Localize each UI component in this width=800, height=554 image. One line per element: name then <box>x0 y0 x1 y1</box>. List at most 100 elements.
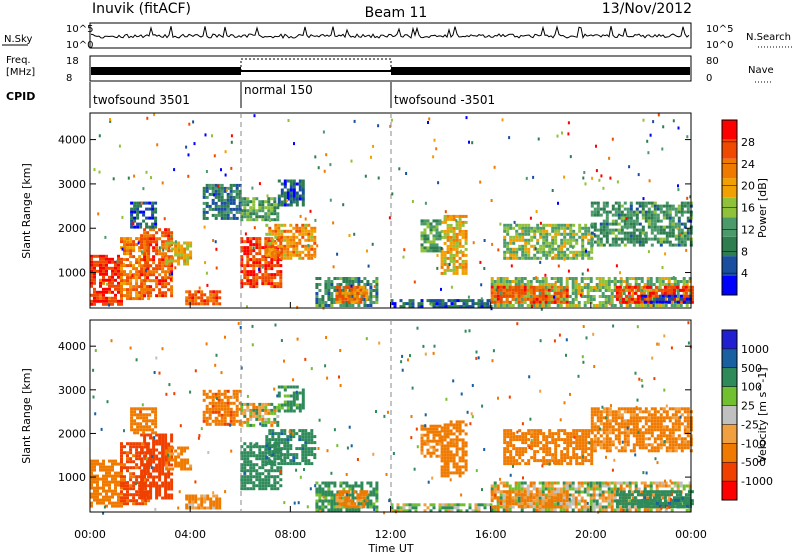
velocity-region-7 <box>265 429 317 466</box>
power-region-7 <box>265 223 317 260</box>
velocity-colorbar-label-1: 500 <box>741 362 762 375</box>
velocity-y-ticks: 1000 2000 3000 4000 <box>58 340 691 484</box>
velocity-region-20 <box>590 407 693 453</box>
power-ytick-label-1: 2000 <box>58 222 86 235</box>
power-colorbar-label-1: 24 <box>741 158 755 171</box>
power-region-5 <box>130 201 158 229</box>
nave-tick-top: 80 <box>706 56 719 67</box>
noise-panel: N.Sky 10^5 10^0 10^5 10^0 N.Search <box>2 22 792 51</box>
velocity-region-12 <box>335 490 369 509</box>
power-region-15 <box>420 219 442 253</box>
velocity-colorbar-cell-4 <box>722 405 737 425</box>
velocity-region-14 <box>440 420 468 478</box>
velocity-region-21 <box>640 498 692 508</box>
nave-tick-bottom: 0 <box>706 73 712 84</box>
power-ytick-label-3: 4000 <box>58 134 86 147</box>
velocity-region-9 <box>277 385 305 413</box>
velocity-region-0 <box>90 459 123 508</box>
power-panel: 1000 2000 3000 4000 Slant Range [km] <box>20 112 694 311</box>
velocity-data-regions <box>90 321 694 515</box>
power-colorbar-cell-7 <box>722 139 737 159</box>
velocity-region-3 <box>165 446 193 471</box>
velocity-x-ticks: 00:00 04:00 08:00 12:00 16:00 20:00 00:00 <box>74 302 707 541</box>
freq-tick-bottom: 8 <box>66 73 72 84</box>
freq-panel: Freq. [MHz] 18 8 80 0 Nave <box>6 55 774 84</box>
power-colorbar-label-2: 20 <box>741 180 755 193</box>
power-colorbar-label: Power [dB] <box>756 178 769 238</box>
noise-left-label: N.Sky <box>4 34 32 45</box>
beam-title: Beam 11 <box>365 5 428 21</box>
xtick-label-1: 04:00 <box>174 528 206 541</box>
noise-sky-line <box>90 24 690 39</box>
power-region-12 <box>335 285 369 304</box>
xtick-label-0: 00:00 <box>74 528 106 541</box>
power-colorbar: Power [dB] 28 24 20 16 12 8 4 <box>721 119 769 296</box>
power-colorbar-cell-1 <box>722 256 737 276</box>
velocity-ytick-label-2: 3000 <box>58 384 86 397</box>
power-colorbar-cell-0 <box>722 275 737 295</box>
nave-label: Nave <box>748 65 774 76</box>
velocity-ytick-label-0: 1000 <box>58 471 86 484</box>
power-colorbar-label-0: 28 <box>741 136 755 149</box>
date-title: 13/Nov/2012 <box>602 1 692 17</box>
velocity-region-19 <box>503 429 594 466</box>
xtick-label-3: 12:00 <box>375 528 407 541</box>
nave-dotted-box <box>240 58 392 72</box>
velocity-region-10 <box>202 389 242 426</box>
power-ytick-label-2: 3000 <box>58 178 86 191</box>
power-colorbar-label-4: 12 <box>741 223 755 236</box>
power-region-13 <box>390 299 493 309</box>
power-y-ticks: 1000 2000 3000 4000 <box>58 134 691 280</box>
velocity-region-5 <box>130 407 158 435</box>
velocity-colorbar-label: Velocity [m s^-1] <box>756 367 769 462</box>
velocity-region-17 <box>490 490 569 509</box>
power-ytick-label-0: 1000 <box>58 267 86 280</box>
velocity-region-8 <box>240 402 280 427</box>
velocity-ytick-label-1: 2000 <box>58 427 86 440</box>
noise-left-tick-bottom: 10^0 <box>66 40 93 51</box>
station-title: Inuvik (fitACF) <box>92 1 191 17</box>
freq-panel-frame <box>89 55 692 82</box>
cpid-segment-2: normal 150 <box>244 83 313 97</box>
power-region-9 <box>277 179 305 207</box>
power-region-19 <box>503 223 594 260</box>
power-colorbar-label-5: 8 <box>741 245 748 258</box>
power-region-6 <box>240 237 283 289</box>
xtick-label-4: 16:00 <box>475 528 507 541</box>
noise-panel-frame <box>89 22 692 49</box>
velocity-colorbar-label-2: 100 <box>741 381 762 394</box>
power-colorbar-cell-5 <box>722 178 737 198</box>
cpid-panel: CPID twofsound 3501 normal 150 twofsound… <box>6 82 495 108</box>
velocity-ytick-label-3: 4000 <box>58 340 86 353</box>
cpid-segment-3: twofsound -3501 <box>394 93 495 107</box>
velocity-region-15 <box>420 424 442 458</box>
noise-left-tick-top: 10^5 <box>66 24 93 35</box>
velocity-colorbar-label-5: -100 <box>741 437 766 450</box>
velocity-scatter-points <box>92 321 692 515</box>
power-colorbar-cell-6 <box>722 158 737 179</box>
velocity-region-4 <box>185 494 222 510</box>
power-y-axis-label: Slant Range [km] <box>20 163 33 259</box>
velocity-colorbar-cell-3 <box>722 424 737 444</box>
velocity-y-axis-label: Slant Range [km] <box>20 368 33 464</box>
cpid-segment-1: twofsound 3501 <box>93 93 190 107</box>
xtick-label-5: 20:00 <box>575 528 607 541</box>
velocity-colorbar-cell-5 <box>722 386 737 406</box>
power-colorbar-cell-3 <box>722 217 737 237</box>
noise-trace <box>90 24 690 39</box>
power-colorbar-cell-2 <box>722 236 737 257</box>
freq-label-1: Freq. <box>6 55 31 66</box>
power-colorbar-label-3: 16 <box>741 202 755 215</box>
freq-band-1 <box>91 67 241 75</box>
xtick-label-2: 08:00 <box>274 528 306 541</box>
freq-tick-top: 18 <box>66 56 79 67</box>
power-region-20 <box>590 201 693 247</box>
velocity-colorbar-label-6: -500 <box>741 456 766 469</box>
velocity-colorbar-cell-8 <box>722 330 737 349</box>
noise-right-label: N.Search <box>746 32 791 43</box>
freq-band-3 <box>391 67 690 75</box>
power-region-14 <box>440 214 468 275</box>
noise-right-tick-bottom: 10^0 <box>706 40 733 51</box>
velocity-colorbar-frame <box>721 329 738 501</box>
